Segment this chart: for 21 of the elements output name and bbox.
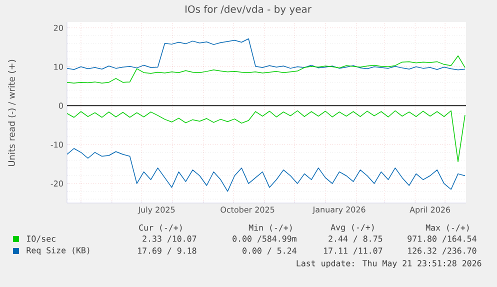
text: Max (-/+) bbox=[426, 224, 469, 232]
text: Avg (-/+) bbox=[330, 224, 374, 232]
text: Min (-/+) bbox=[248, 224, 292, 232]
text: 126.32 /236.70 bbox=[408, 248, 476, 254]
legend-label: IO/sec bbox=[27, 236, 56, 242]
legend-label: Req Size (KB) bbox=[26, 246, 90, 256]
text: 0.00 / 5.24 bbox=[242, 248, 296, 254]
line-series bbox=[67, 38, 466, 70]
text: 971.80 /164.54 bbox=[408, 236, 476, 242]
line-series bbox=[67, 148, 466, 192]
text: 2.33 /10.07 bbox=[142, 236, 196, 242]
text: Cur (-/+) bbox=[139, 224, 182, 232]
y-axis-title: Units read (-) / write (+) bbox=[8, 60, 16, 166]
line-series bbox=[67, 110, 466, 162]
text: 2.44 / 8.75 bbox=[328, 236, 382, 242]
chart-title: IOs for /dev/vda - by year bbox=[186, 5, 312, 15]
text: 0.00 /584.99m bbox=[232, 236, 296, 242]
text: Last update: Thu May 21 23:51:28 2026 bbox=[296, 260, 482, 268]
text: 17.11 /11.07 bbox=[324, 248, 382, 254]
line-series bbox=[67, 55, 466, 84]
text: 17.69 / 9.18 bbox=[138, 248, 196, 254]
